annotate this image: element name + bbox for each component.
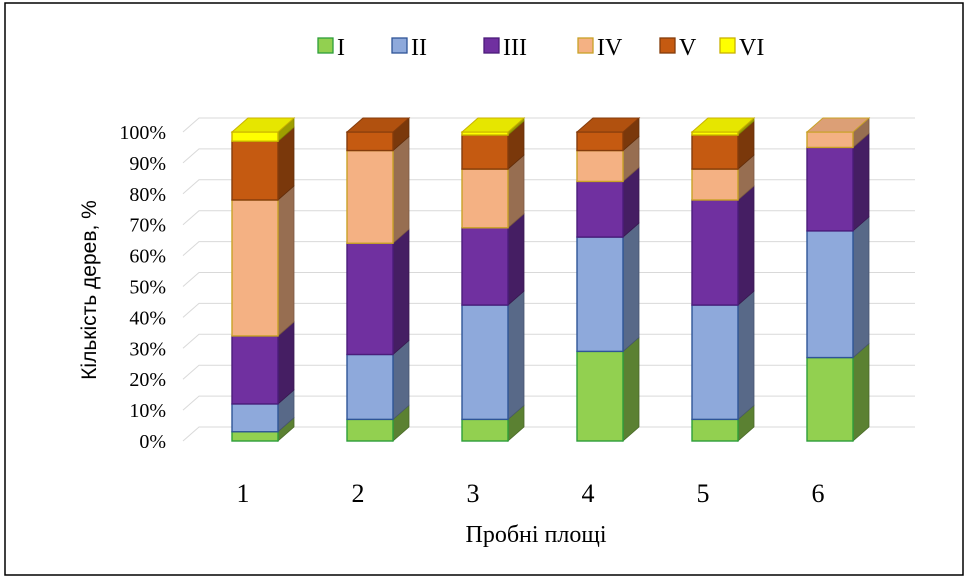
legend-label: V [679,35,697,61]
bar-segment [346,135,410,245]
y-tick-label: 70% [129,215,166,237]
legend-label: VI [739,35,764,61]
x-tick-label: 2 [352,479,365,508]
bar-segment [576,135,640,183]
bar-segment [576,336,640,442]
gridline [182,210,915,226]
legend-swatch [659,37,676,54]
y-tick-label: 60% [129,246,166,268]
x-tick-label: 1 [237,479,250,508]
y-tick-label: 90% [129,153,166,175]
legend-swatch [577,37,594,54]
gridline [182,148,915,164]
bar-segment [806,132,870,232]
bar-segment [231,321,295,405]
bar-segment [691,185,755,306]
y-tick-label: 100% [119,122,166,144]
bar-segment [806,215,870,359]
y-tick-label: 10% [129,400,166,422]
x-axis-title: Пробні площі [465,522,606,548]
bar-segment [806,342,870,442]
x-tick-label: 5 [697,479,710,508]
y-tick-label: 40% [129,307,166,329]
bar-top-face [460,117,526,133]
gridlines [182,117,915,442]
legend-label: IV [597,35,623,61]
legend-label: III [503,35,527,61]
gridline [182,241,915,256]
y-axis-title: Кількість дерев, % [78,200,101,380]
y-tick-label: 20% [129,369,166,391]
gridline [182,364,915,380]
bar-top-face [230,117,296,133]
bar-segment [576,222,640,353]
legend-label: II [411,35,427,61]
legend: I II III IV V VI [317,35,764,61]
bar-segment [346,228,410,356]
bar-segment [576,166,640,238]
y-axis-ticks: 0% 10% 20% 30% 40% 50% 60% 70% 80% 90% 100% [119,122,166,453]
bar-segment [691,120,755,170]
legend-item: I [317,35,345,61]
gridline [182,395,915,411]
gridline [182,302,915,318]
y-tick-label: 50% [129,277,166,299]
legend-swatch [317,37,334,54]
gridline [182,179,915,195]
bar-segment [346,339,410,421]
bar-top-face [345,117,411,133]
bar-segment [231,185,295,337]
gridline [182,272,915,287]
bar-top-face [575,117,641,133]
gridline [182,426,915,442]
gridline [182,333,915,349]
legend-swatch [719,37,736,54]
y-tick-label: 30% [129,338,166,360]
x-tick-label: 4 [582,479,595,508]
y-tick-label: 0% [139,431,166,453]
x-axis-ticks: 1 2 3 4 5 6 [237,479,825,508]
y-tick-label: 80% [129,184,166,206]
x-tick-label: 3 [467,479,480,508]
bar-top-face [690,117,756,133]
legend-item: III [483,35,527,61]
legend-swatch [483,37,500,54]
bar-segment [691,290,755,421]
legend-item: IV [577,35,623,61]
x-tick-label: 6 [812,479,825,508]
legend-item: VI [719,35,764,61]
legend-swatch [391,37,408,54]
bars [230,117,871,442]
legend-item: V [659,35,697,61]
bar-segment [461,290,525,421]
bar-top-face [805,117,871,133]
bar-segment [461,120,525,170]
bar-segment [461,404,525,442]
bar-segment [231,126,295,201]
legend-label: I [337,35,345,61]
legend-item: II [391,35,427,61]
gridline [182,117,915,133]
bar-segment [461,154,525,229]
